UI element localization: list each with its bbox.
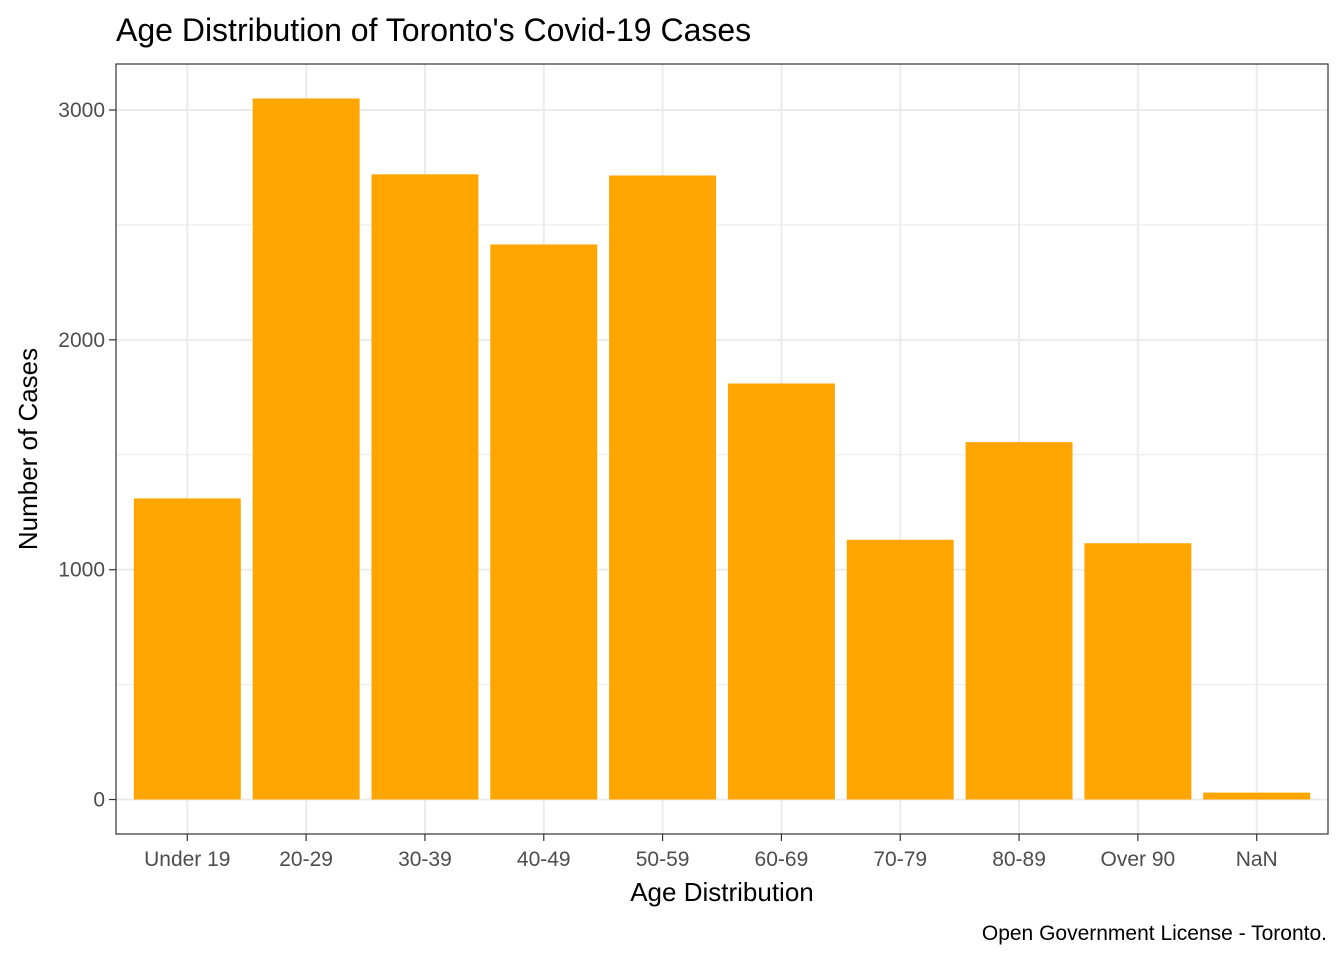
bars xyxy=(133,98,1311,800)
x-tick-label: 80-89 xyxy=(992,848,1046,871)
x-tick-label: 60-69 xyxy=(755,848,809,871)
bar-80-89 xyxy=(965,442,1073,800)
x-axis-title: Age Distribution xyxy=(630,877,814,907)
chart-caption: Open Government License - Toronto. xyxy=(982,922,1327,945)
x-tick-label: Under 19 xyxy=(144,848,230,871)
bar-nan xyxy=(1203,792,1311,800)
x-tick-label: 20-29 xyxy=(279,848,333,871)
y-tick-label: 0 xyxy=(93,789,105,812)
x-tick-label: 50-59 xyxy=(636,848,690,871)
chart-title: Age Distribution of Toronto's Covid-19 C… xyxy=(116,12,751,48)
bar-20-29 xyxy=(252,98,360,800)
bar-under-19 xyxy=(133,498,241,800)
y-tick-label: 2000 xyxy=(58,329,105,352)
x-tick-label: 70-79 xyxy=(873,848,927,871)
bar-70-79 xyxy=(846,539,954,800)
x-tick-label: 30-39 xyxy=(398,848,452,871)
x-axis: Under 19 20-29 30-39 40-49 50-59 60-69 70-79 80… xyxy=(144,834,1278,871)
x-tick-label: 40-49 xyxy=(517,848,571,871)
y-tick-label: 1000 xyxy=(58,559,105,582)
bar-over-90 xyxy=(1084,543,1192,800)
x-tick-label: Over 90 xyxy=(1101,848,1176,871)
bar-40-49 xyxy=(490,244,598,800)
bar-50-59 xyxy=(609,175,717,800)
bar-60-69 xyxy=(727,383,835,800)
y-tick-label: 3000 xyxy=(58,99,105,122)
plot-panel-border xyxy=(115,63,1329,835)
x-tick-label: NaN xyxy=(1236,848,1278,871)
y-axis: 0 1000 2000 3000 xyxy=(58,99,116,812)
bar-30-39 xyxy=(371,174,479,800)
y-axis-title: Number of Cases xyxy=(13,348,43,550)
